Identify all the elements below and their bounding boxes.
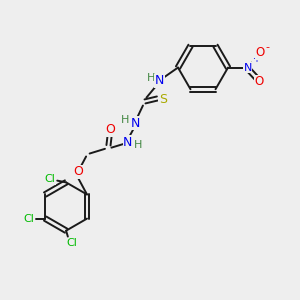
Text: N: N — [123, 136, 133, 149]
Text: N: N — [244, 63, 252, 73]
Text: N: N — [130, 117, 140, 130]
Text: O: O — [256, 46, 265, 59]
Text: +: + — [252, 54, 260, 64]
Text: H: H — [147, 73, 155, 83]
Text: O: O — [74, 165, 83, 178]
Text: H: H — [122, 115, 130, 125]
Text: S: S — [159, 93, 167, 106]
Text: -: - — [266, 43, 269, 52]
Text: H: H — [134, 140, 142, 150]
Text: Cl: Cl — [23, 214, 34, 224]
Text: Cl: Cl — [44, 174, 55, 184]
Text: Cl: Cl — [66, 238, 77, 248]
Text: O: O — [105, 124, 115, 136]
Text: N: N — [155, 74, 164, 87]
Text: O: O — [254, 75, 264, 88]
